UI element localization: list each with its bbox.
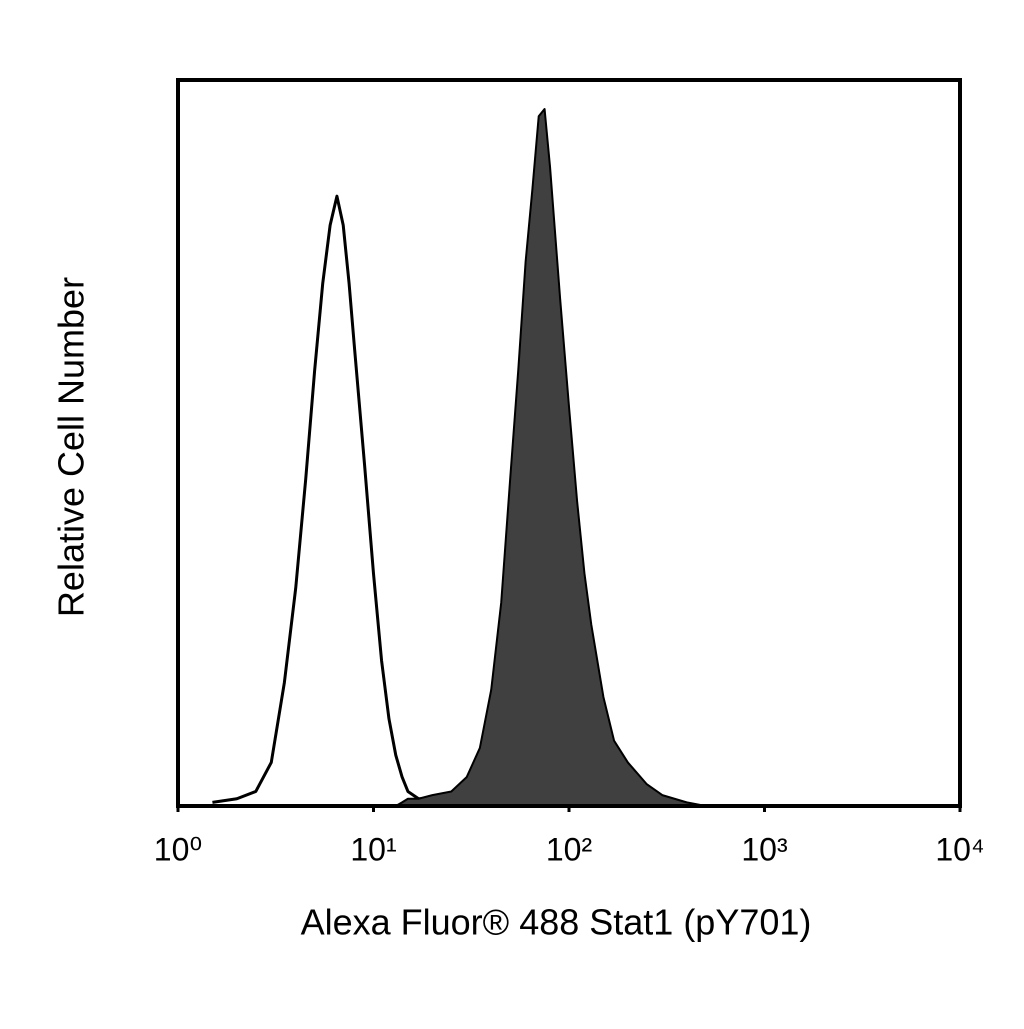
y-axis-label: Relative Cell Number [51,277,92,617]
x-tick-label: 10⁰ [154,831,202,867]
x-tick-label: 10⁴ [935,831,984,867]
histogram-line [212,194,706,808]
x-axis-label: Alexa Fluor® 488 Stat1 (pY701) [301,902,812,943]
x-tick-label: 10¹ [350,831,396,867]
histogram-area [211,108,707,807]
x-tick-label: 10² [546,831,593,867]
x-tick-label: 10³ [741,831,788,867]
